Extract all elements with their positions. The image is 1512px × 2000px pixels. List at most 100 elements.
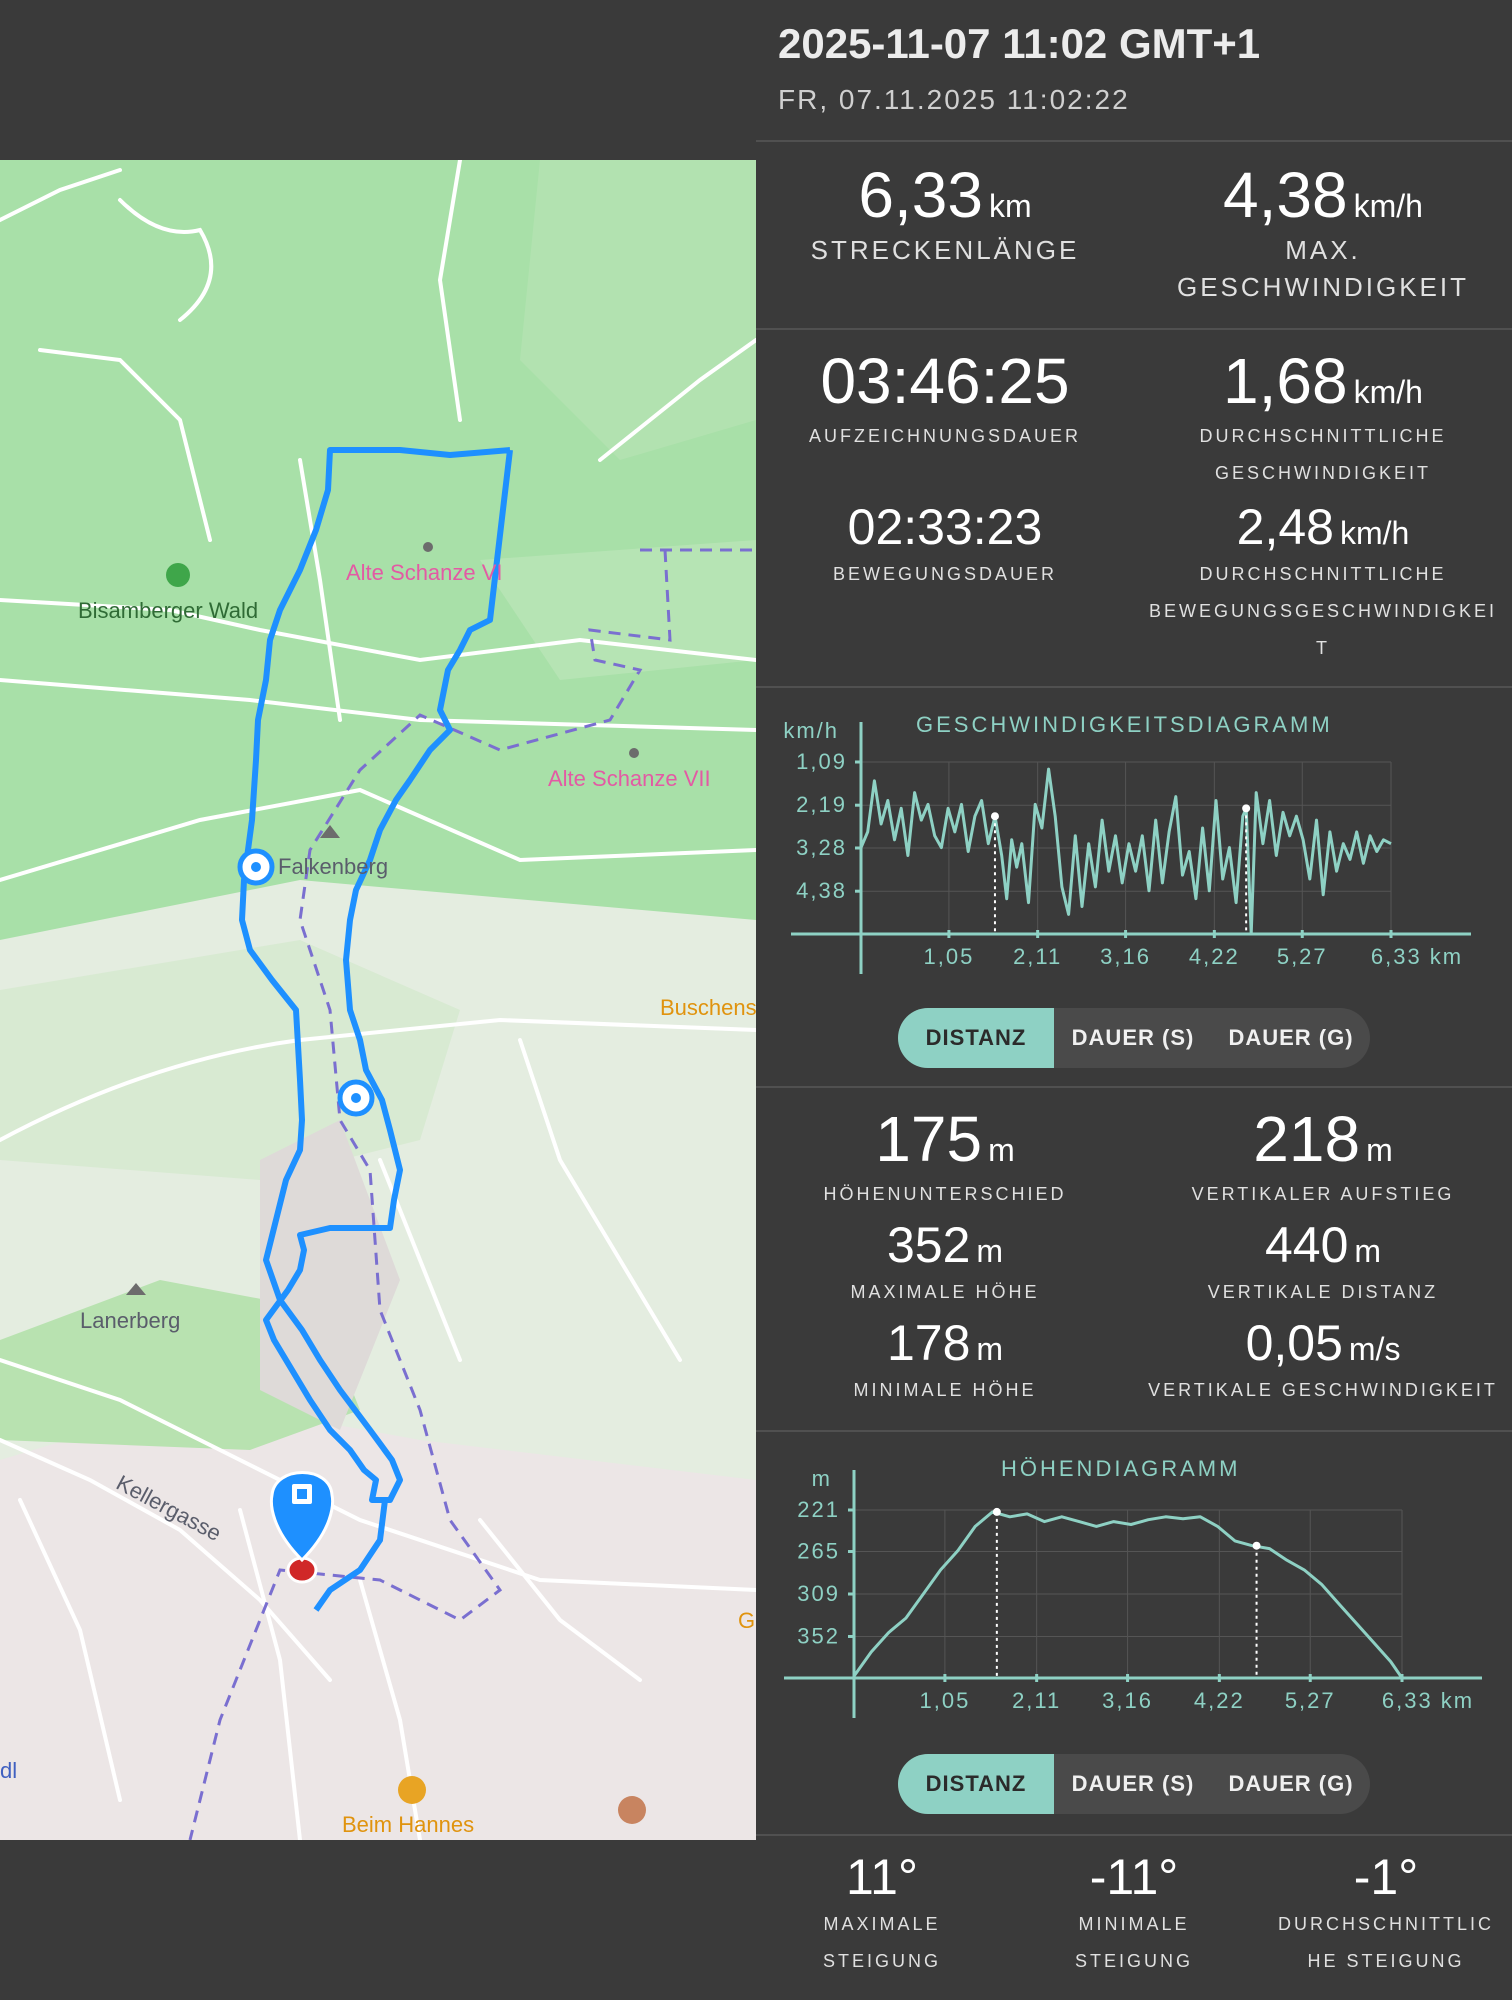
urban-area [0, 1400, 756, 1840]
elevation-chart-toggle[interactable]: DISTANZ DAUER (S) DAUER (G) [898, 1754, 1370, 1814]
y-tick-label: 221 [797, 1497, 840, 1522]
move-duration-label: BEWEGUNGSDAUER [832, 564, 1058, 584]
y-tick-label: 1,09 [796, 749, 847, 774]
series-line [859, 767, 1392, 936]
divider [756, 140, 1512, 142]
toggle-distance[interactable]: DISTANZ [898, 1008, 1054, 1068]
map-label-dl: dl [0, 1758, 18, 1783]
x-tick-label: 3,16 [1102, 1688, 1153, 1713]
distance-unit: km [988, 188, 1032, 224]
map-label-bisamberger-wald: Bisamberger Wald [78, 598, 259, 623]
map-label-alte-schanze-vi: Alte Schanze VI [346, 560, 503, 585]
min-height-unit: m [976, 1331, 1004, 1367]
vert-ascent-unit: m [1366, 1132, 1393, 1168]
max-speed-value: 4,38 [1223, 159, 1348, 231]
toggle-distance[interactable]: DISTANZ [898, 1754, 1054, 1814]
vert-speed-label: VERTIKALE GESCHWINDIGKEIT [1148, 1380, 1498, 1400]
stat-min-slope: -11° MINIMALE STEIGUNG [1008, 1848, 1260, 1980]
vert-ascent-value: 218 [1253, 1103, 1361, 1175]
page-subtitle: FR, 07.11.2025 11:02:22 [778, 84, 1130, 115]
stat-vertical-ascent: 218 m VERTIKALER AUFSTIEG [1134, 1102, 1512, 1213]
stat-avg-moving-speed: 2,48 km/h DURCHSCHNITTLICHE BEWEGUNGSGESC… [1134, 498, 1512, 667]
map-label-lanerberg: Lanerberg [80, 1308, 181, 1333]
min-height-label: MINIMALE HÖHE [853, 1380, 1037, 1400]
map-label-alte-schanze-vii: Alte Schanze VII [548, 766, 711, 791]
stat-max-speed: 4,38 km/h MAX. GESCHWINDIGKEIT [1134, 158, 1512, 306]
toggle-duration-g[interactable]: DAUER (G) [1228, 1771, 1354, 1796]
avg-speed-label-1: DURCHSCHNITTLICHE [1199, 426, 1447, 446]
urban-patch [260, 1120, 400, 1430]
avg-speed-label-2: GESCHWINDIGKEIT [1214, 463, 1431, 483]
peak-marker-icon [320, 825, 340, 838]
speed-chart[interactable]: 4,38 3,28 2,19 1,09 1,05 2,11 3,16 4,22 5,27 6,33… [756, 700, 1512, 990]
start-end-pin-icon [270, 1471, 334, 1584]
speed-chart-title: GESCHWINDIGKEITSDIAGRAMM [916, 712, 1333, 737]
avg-slope-label-2: HE STEIGUNG [1307, 1951, 1465, 1971]
waypoint-lower [337, 1079, 375, 1117]
vert-ascent-label: VERTIKALER AUFSTIEG [1191, 1184, 1455, 1204]
toggle-duration-g[interactable]: DAUER (G) [1228, 1025, 1354, 1050]
vert-distance-unit: m [1354, 1233, 1382, 1269]
stat-avg-speed: 1,68 km/h DURCHSCHNITTLICHE GESCHWINDIGKE… [1134, 344, 1512, 492]
avg-move-speed-value: 2,48 [1236, 499, 1334, 555]
divider [756, 328, 1512, 330]
stat-avg-slope: -1° DURCHSCHNITTLIC HE STEIGUNG [1260, 1848, 1512, 1980]
x-tick-label: 3,16 [1100, 944, 1151, 969]
avg-move-speed-unit: km/h [1339, 515, 1410, 551]
y-tick-label: 265 [797, 1539, 840, 1564]
elevation-chart[interactable]: 352 309 265 221 1,05 2,11 3,16 4,22 5,27 6,33 km m [756, 1440, 1512, 1720]
max-height-value: 352 [886, 1217, 971, 1273]
max-speed-label-2: GESCHWINDIGKEIT [1176, 272, 1469, 302]
distance-value: 6,33 [858, 159, 983, 231]
stat-moving-duration: 02:33:23 BEWEGUNGSDAUER [756, 498, 1134, 593]
avg-move-speed-label-2: BEWEGUNGSGESCHWINDIGKEI [1148, 601, 1498, 621]
x-tick-label: 1,05 [919, 1688, 970, 1713]
x-tick-label: 2,11 [1013, 944, 1062, 969]
map-label-beim-hannes: Beim Hannes [342, 1812, 475, 1837]
speed-chart-toggle[interactable]: DISTANZ DAUER (S) DAUER (G) [898, 1008, 1370, 1068]
avg-speed-value: 1,68 [1223, 345, 1348, 417]
route-map[interactable]: Bisamberger Wald Alte Schanze VI Alte Sc… [0, 160, 756, 1840]
max-speed-unit: km/h [1353, 188, 1423, 224]
min-height-value: 178 [886, 1315, 971, 1371]
x-tick-label: 4,22 [1194, 1688, 1245, 1713]
vert-speed-value: 0,05 [1245, 1315, 1343, 1371]
toggle-duration-s[interactable]: DAUER (S) [1071, 1771, 1195, 1796]
park-poi-icon [166, 563, 190, 587]
series-line [852, 1510, 1404, 1679]
rec-duration-label: AUFZEICHNUNGSDAUER [808, 426, 1081, 446]
stat-distance: 6,33 km STRECKENLÄNGE [756, 158, 1134, 269]
stat-vertical-distance: 440 m VERTIKALE DISTANZ [1134, 1216, 1512, 1311]
map-canvas[interactable] [0, 160, 756, 1840]
avg-move-speed-label-1: DURCHSCHNITTLICHE [1199, 564, 1447, 584]
divider [756, 1834, 1512, 1836]
marker-dot [992, 1507, 1001, 1516]
max-slope-label-1: MAXIMALE [823, 1914, 941, 1934]
avg-move-speed-label-3: T [1316, 638, 1330, 658]
max-height-label: MAXIMALE HÖHE [850, 1282, 1040, 1302]
divider [756, 1086, 1512, 1088]
y-unit-label: km/h [783, 718, 839, 743]
rec-duration-value: 03:46:25 [820, 345, 1070, 417]
stat-max-height: 352 m MAXIMALE HÖHE [756, 1216, 1134, 1311]
x-tick-label: 5,27 [1285, 1688, 1336, 1713]
avg-slope-label-1: DURCHSCHNITTLIC [1278, 1914, 1494, 1934]
height-diff-unit: m [988, 1132, 1015, 1168]
peak-marker-lanerberg-icon [126, 1283, 146, 1295]
y-tick-label: 2,19 [796, 792, 847, 817]
map-label-falkenberg: Falkenberg [278, 854, 389, 879]
vert-distance-value: 440 [1264, 1217, 1349, 1273]
boundary-line [188, 548, 756, 1840]
avg-speed-unit: km/h [1353, 374, 1423, 410]
page-title: 2025-11-07 11:02 GMT+1 [778, 20, 1261, 67]
stat-height-diff: 175 m HÖHENUNTERSCHIED [756, 1102, 1134, 1213]
marker-dot [990, 812, 999, 821]
min-slope-value: -11° [1089, 1849, 1179, 1905]
route-track [239, 447, 513, 1503]
toggle-duration-s[interactable]: DAUER (S) [1071, 1025, 1195, 1050]
y-tick-label: 352 [797, 1623, 840, 1648]
x-tick-label: 6,33 km [1371, 944, 1463, 969]
vert-distance-label: VERTIKALE DISTANZ [1207, 1282, 1439, 1302]
move-duration-value: 02:33:23 [847, 499, 1043, 555]
